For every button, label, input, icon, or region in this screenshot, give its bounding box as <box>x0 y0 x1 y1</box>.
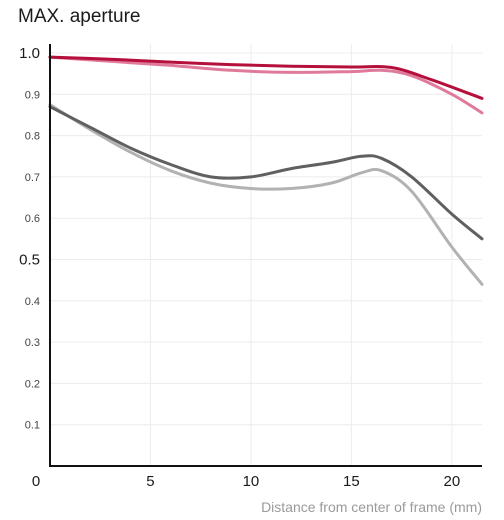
x-tick-label-4: 20 <box>444 473 461 490</box>
y-tick-labels: 0.1 0.2 0.3 0.4 0.5 0.6 0.7 0.8 0.9 1.0 <box>19 45 40 432</box>
series-line-3 <box>48 103 484 286</box>
x-axis-label: Distance from center of frame (mm) <box>261 499 482 515</box>
x-tick-label-0: 0 <box>32 473 40 490</box>
y-tick-label-4: 0.5 <box>19 252 40 269</box>
y-tick-label-8: 0.9 <box>25 89 40 101</box>
x-tick-label-1: 5 <box>146 473 154 490</box>
y-tick-label-3: 0.4 <box>25 296 40 308</box>
series-line-0 <box>48 55 484 100</box>
y-tick-label-6: 0.7 <box>25 172 40 184</box>
series-line-1 <box>48 55 484 115</box>
y-tick-label-7: 0.8 <box>25 131 40 143</box>
y-tick-label-9: 1.0 <box>19 45 40 62</box>
y-tick-label-2: 0.3 <box>25 337 40 349</box>
x-tick-label-2: 10 <box>243 473 260 490</box>
y-tick-label-5: 0.6 <box>25 213 40 225</box>
chart-title: MAX. aperture <box>18 6 141 27</box>
x-tick-label-3: 15 <box>343 473 360 490</box>
y-tick-label-1: 0.2 <box>25 378 40 390</box>
grid-lines <box>50 44 482 466</box>
series-lines <box>48 55 484 286</box>
y-tick-label-0: 0.1 <box>25 420 40 432</box>
series-line-2 <box>48 105 484 241</box>
x-tick-labels: 0 5 10 15 20 <box>32 473 460 490</box>
